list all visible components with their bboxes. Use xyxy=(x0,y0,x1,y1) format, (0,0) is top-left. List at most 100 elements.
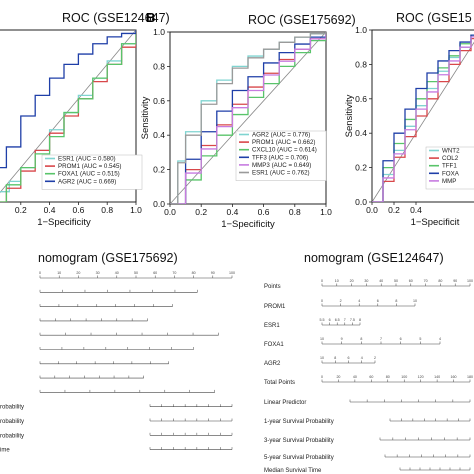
nomogram-row-label: Points xyxy=(264,284,281,290)
roc-curve-2 xyxy=(0,30,136,202)
y-tick-label: 0.8 xyxy=(355,59,367,69)
legend-label: CXCL10 (AUC = 0.614) xyxy=(252,147,317,154)
y-tick-label: 0.0 xyxy=(153,199,165,209)
legend-label: FOXA1 (AUC = 0.515) xyxy=(58,171,120,178)
nomogram-tick-label: 50 xyxy=(134,271,138,275)
x-tick-label: 0.2 xyxy=(388,205,400,215)
nomogram-tick-label: 0 xyxy=(321,279,323,283)
nomogram-row-label: robability xyxy=(0,419,24,425)
chart-title: ROC (GSE15 xyxy=(396,11,472,25)
x-tick-label: 0.4 xyxy=(44,205,56,215)
nomogram-tick-label: 0 xyxy=(321,299,323,303)
nomogram-tick-label: 4 xyxy=(358,299,360,303)
y-tick-label: 1.0 xyxy=(153,27,165,37)
legend-box xyxy=(235,130,327,181)
nomogram-row-label: PROM1 xyxy=(264,304,286,310)
nomogram-title: nomogram (GSE124647) xyxy=(304,251,444,265)
x-tick-label: 0.2 xyxy=(15,205,27,215)
legend-label: MMP3 (AUC = 0.649) xyxy=(252,162,311,169)
nomogram-tick-label: 10 xyxy=(320,356,324,360)
nomogram-tick-label: 100 xyxy=(401,375,407,379)
plot-frame xyxy=(0,29,137,203)
nomogram-tick-label: 10 xyxy=(57,271,61,275)
nomogram-row-label: AGR2 xyxy=(264,361,281,367)
nomogram-tick-label: 8 xyxy=(334,356,336,360)
nomogram-tick-label: 60 xyxy=(369,375,373,379)
nomogram-tick-label: 20 xyxy=(350,279,354,283)
legend-box xyxy=(41,154,143,190)
y-tick-label: 0.2 xyxy=(153,165,165,175)
chart-title: ROC (GSE124647) xyxy=(62,11,170,25)
nomogram-row-label: ime xyxy=(0,448,10,454)
legend-label: MMP xyxy=(442,178,456,185)
plot-frame xyxy=(371,29,474,203)
x-tick-label: 0.4 xyxy=(226,207,238,217)
nomogram-tick-label: 8 xyxy=(360,337,362,341)
legend-label: ESR1 (AUC = 0.762) xyxy=(252,170,310,177)
y-tick-label: 0.8 xyxy=(153,61,165,71)
nomogram-tick-label: 5 xyxy=(419,337,421,341)
legend-label: AGR2 (AUC = 0.776) xyxy=(252,132,310,139)
nomogram-row-label: ESR1 xyxy=(264,323,280,329)
nomogram-tick-label: 40 xyxy=(379,279,383,283)
nomogram-tick-label: 40 xyxy=(353,375,357,379)
legend: AGR2 (AUC = 0.776)PROM1 (AUC = 0.662)CXC… xyxy=(235,130,327,181)
roc-chart-third: ROC (GSE15 0.0 0.2 0.4 1−Specificit 0.0 0.2 0.4… xyxy=(344,11,474,228)
y-tick-label: 1.0 xyxy=(355,25,367,35)
x-axis-label: 1−Specificity xyxy=(221,219,275,230)
nomogram-tick-label: 6.5 xyxy=(335,318,340,322)
nomogram-row-label: 1-year Survival Probability xyxy=(264,419,334,425)
y-tick-label: 0.0 xyxy=(355,197,367,207)
x-tick-label: 0.0 xyxy=(164,207,176,217)
roc-curve-4 xyxy=(372,36,474,202)
nomogram-tick-label: 4 xyxy=(439,337,441,341)
y-tick-label: 0.6 xyxy=(153,96,165,106)
roc-curve-5 xyxy=(170,32,326,204)
y-tick-label: 0.2 xyxy=(355,163,367,173)
y-tick-label: 0.4 xyxy=(153,130,165,140)
nomogram-title: nomogram (GSE175692) xyxy=(38,251,178,265)
legend-label: FOXA xyxy=(442,170,460,177)
nomogram-tick-label: 4 xyxy=(361,356,363,360)
roc-curve-3 xyxy=(372,34,474,202)
nomogram-tick-label: 7.5 xyxy=(350,318,355,322)
nomogram-tick-label: 10 xyxy=(320,337,324,341)
roc-chart-gse175692: ROC (GSE175692) 0.0 0.2 0.4 0.6 0.8 1.0 1−Speci… xyxy=(140,13,356,230)
nomogram-row-label: 3-year Survival Probability xyxy=(264,438,334,444)
nomogram-tick-label: 5.5 xyxy=(320,318,325,322)
nomogram-tick-label: 6 xyxy=(400,337,402,341)
legend-label: TFF3 (AUC = 0.706) xyxy=(252,154,308,161)
nomogram-tick-label: 20 xyxy=(336,375,340,379)
nomogram-row-label: 5-year Survival Probability xyxy=(264,455,334,461)
nomogram-row-label: Linear Predictor xyxy=(264,400,306,406)
x-tick-label: 0.0 xyxy=(366,205,378,215)
nomogram-tick-label: 180 xyxy=(467,375,473,379)
nomogram-tick-label: 160 xyxy=(451,375,457,379)
nomogram-tick-label: 10 xyxy=(335,279,339,283)
x-tick-label: 0.8 xyxy=(101,205,113,215)
reference-diagonal xyxy=(169,31,327,205)
x-tick-label: 1.0 xyxy=(130,205,142,215)
legend-label: COL2 xyxy=(442,155,459,162)
y-tick-label: 0.6 xyxy=(355,94,367,104)
legend-label: ESR1 (AUC = 0.580) xyxy=(58,156,116,163)
nomogram-tick-label: 70 xyxy=(172,271,176,275)
legend-label: PROM1 (AUC = 0.545) xyxy=(58,163,121,170)
nomogram-tick-label: 6 xyxy=(377,299,379,303)
nomogram-tick-label: 0 xyxy=(39,271,41,275)
x-tick-label: 0.2 xyxy=(195,207,207,217)
nomogram-tick-label: 70 xyxy=(424,279,428,283)
nomogram-tick-label: 50 xyxy=(394,279,398,283)
nomogram-tick-label: 120 xyxy=(418,375,424,379)
nomogram-tick-label: 90 xyxy=(211,271,215,275)
plot-frame xyxy=(169,31,327,205)
legend-label: TFF1 xyxy=(442,163,457,170)
x-axis-label: 1−Specificity xyxy=(37,217,91,228)
nomogram-tick-label: 7 xyxy=(380,337,382,341)
nomogram-tick-label: 20 xyxy=(76,271,80,275)
nomogram-tick-label: 140 xyxy=(434,375,440,379)
nomogram-tick-label: 80 xyxy=(386,375,390,379)
nomogram-tick-label: 60 xyxy=(409,279,413,283)
legend: ESR1 (AUC = 0.580)PROM1 (AUC = 0.545)FOX… xyxy=(41,154,143,190)
nomogram-tick-label: 6 xyxy=(329,318,331,322)
